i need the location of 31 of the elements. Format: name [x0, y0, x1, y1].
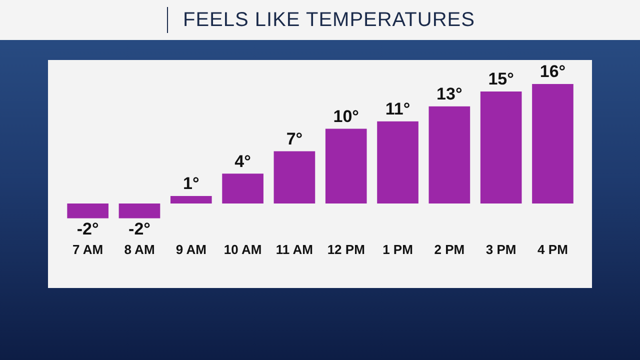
- bar: [67, 203, 108, 218]
- data-label: 15°: [488, 70, 514, 89]
- bar: [480, 91, 522, 204]
- x-tick-label: 7 AM: [72, 242, 104, 257]
- x-tick-label: 10 AM: [224, 242, 262, 257]
- x-tick-label: 9 AM: [176, 242, 206, 257]
- x-tick-label: 12 PM: [327, 242, 365, 257]
- x-tick-label: 2 PM: [434, 242, 465, 257]
- bar: [222, 174, 264, 204]
- bar: [118, 203, 160, 218]
- x-tick-label: 11 AM: [276, 242, 313, 257]
- data-label: 11°: [385, 100, 410, 119]
- data-label: 13°: [436, 84, 462, 104]
- data-label: 1°: [183, 174, 200, 194]
- x-tick-label: 1 PM: [382, 242, 413, 257]
- x-tick-label: 3 PM: [486, 242, 516, 257]
- bar: [532, 84, 574, 204]
- bar: [170, 196, 212, 204]
- bar: [325, 128, 367, 204]
- x-tick-label: 4 PM: [538, 242, 568, 257]
- data-label: 7°: [286, 129, 303, 148]
- data-label: -2°: [76, 220, 99, 239]
- bar: [377, 121, 418, 204]
- bar: [274, 151, 316, 204]
- x-tick-label: 8 AM: [124, 242, 155, 257]
- chart-title: FEELS LIKE TEMPERATURES: [183, 9, 475, 32]
- data-label: 4°: [234, 152, 252, 171]
- data-label: 16°: [540, 62, 566, 82]
- data-label: 10°: [333, 106, 360, 126]
- bar: [428, 106, 470, 204]
- data-label: -2°: [128, 220, 151, 239]
